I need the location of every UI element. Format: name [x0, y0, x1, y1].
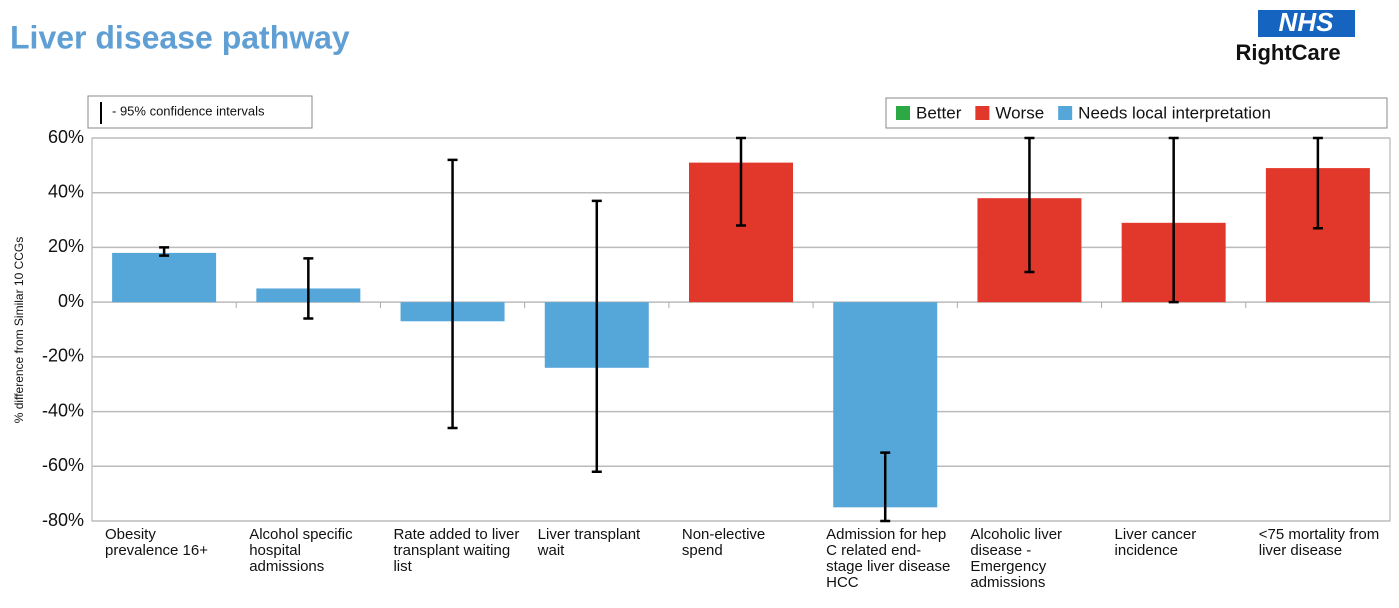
y-tick-label: 60%	[48, 127, 84, 147]
y-tick-label: 20%	[48, 236, 84, 256]
x-tick-label: Rate added to liver transplant waiting l…	[393, 526, 520, 575]
error-bar	[591, 199, 602, 474]
legend-swatch	[896, 106, 910, 120]
y-tick-label: 40%	[48, 181, 84, 201]
x-tick-label: <75 mortality from liver disease	[1258, 526, 1380, 559]
logo-box	[1258, 10, 1355, 37]
error-bar	[1024, 136, 1035, 274]
y-tick-label: -40%	[42, 400, 84, 420]
legend-box	[885, 97, 1388, 129]
legend-label: Better	[916, 103, 962, 122]
y-tick-label: -20%	[42, 346, 84, 366]
bar	[112, 252, 217, 303]
x-tick-label: Alcohol specific hospital admissions	[249, 526, 353, 575]
error-bar	[447, 158, 458, 430]
error-bar	[1168, 136, 1179, 304]
error-bar	[736, 136, 746, 227]
ci-note-box	[87, 95, 313, 129]
y-tick-label: -60%	[42, 455, 84, 475]
y-axis-label: % difference from Similar 10 CCGs	[12, 237, 26, 424]
logo-mark: NHS	[1279, 7, 1335, 37]
legend-swatch	[1058, 106, 1073, 120]
error-bar	[1312, 136, 1323, 230]
error-bar	[159, 246, 170, 257]
error-bar	[303, 257, 314, 320]
logo-name: RightCare	[1235, 40, 1340, 65]
x-tick-label: Alcoholic liver disease - Emergency admi…	[970, 526, 1063, 591]
x-tick-label: Liver transplant wait	[537, 526, 641, 559]
legend-label: Worse	[995, 103, 1044, 122]
error-bar	[880, 451, 891, 523]
x-tick-label: Liver cancer incidence	[1114, 526, 1197, 559]
legend-swatch	[975, 106, 990, 120]
chart-title: Liver disease pathway	[10, 19, 350, 55]
x-tick-label: Admission for hep C related end-stage li…	[826, 526, 951, 591]
legend-label: Needs local interpretation	[1078, 103, 1271, 122]
y-tick-label: -80%	[42, 510, 84, 530]
ci-note: - 95% confidence intervals	[112, 103, 265, 118]
x-tick-label: Non-elective spend	[681, 526, 766, 559]
x-tick-label: Obesity prevalence 16+	[105, 526, 208, 559]
y-tick-label: 0%	[58, 291, 84, 311]
